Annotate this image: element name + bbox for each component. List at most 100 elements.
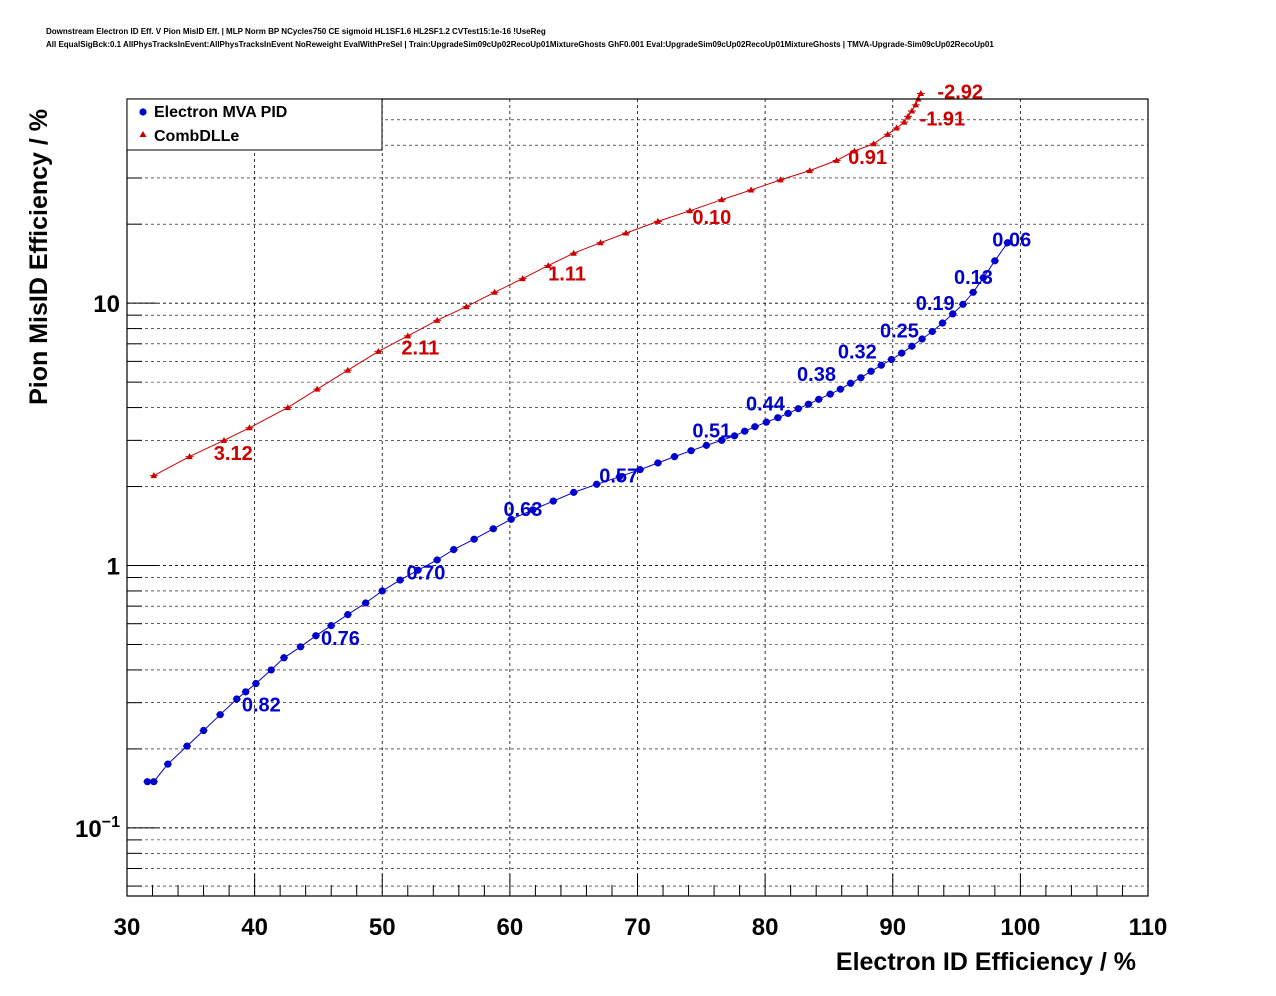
point-mva [150, 778, 158, 786]
point-mva [636, 466, 644, 474]
point-mva [857, 374, 865, 382]
point-mva [836, 385, 845, 393]
annotation-dll: -1.91 [920, 109, 966, 131]
point-mva [751, 423, 759, 431]
annotation-dll: 0.91 [848, 147, 887, 169]
point-mva [867, 367, 875, 375]
annotation-dll: -2.92 [937, 82, 983, 104]
annotation-mva: 0.82 [242, 695, 281, 717]
point-dll [718, 196, 725, 203]
x-tick-label: 50 [369, 914, 396, 941]
y-tick-label: 10−1 [75, 814, 120, 843]
point-mva [344, 611, 352, 619]
point-dll [597, 239, 604, 246]
x-tick-label: 110 [1129, 914, 1168, 941]
point-mva [327, 622, 335, 630]
point-dll [777, 176, 784, 183]
annotation-mva: 0.06 [992, 229, 1031, 251]
series [143, 89, 1012, 786]
point-mva [450, 545, 458, 554]
point-dll [686, 207, 694, 214]
point-mva [815, 395, 823, 403]
point-mva [687, 447, 695, 455]
point-dll [491, 288, 498, 295]
point-dll [570, 249, 577, 256]
point-dll [912, 101, 919, 108]
x-tick-label: 70 [624, 914, 651, 941]
annotation-mva: 0.44 [746, 394, 786, 416]
annotation-mva: 0.19 [916, 293, 955, 315]
point-mva [1004, 239, 1012, 247]
point-mva [794, 405, 802, 413]
point-mva [362, 599, 370, 607]
annotation-mva: 0.70 [406, 563, 445, 585]
point-mva [877, 361, 885, 369]
point-dll [833, 156, 840, 163]
point-mva [616, 473, 624, 481]
x-tick-label: 90 [879, 914, 906, 941]
point-mva [296, 643, 305, 651]
point-dll [908, 107, 916, 114]
x-axis-title: Electron ID Efficiency / % [836, 948, 1136, 976]
point-mva [433, 556, 441, 564]
point-mva [774, 414, 782, 422]
annotation-mva: 0.76 [321, 628, 360, 650]
point-mva [396, 576, 404, 584]
point-mva [470, 535, 478, 543]
header-line-1: Downstream Electron ID Eff. V Pion MisID… [46, 27, 546, 36]
annotation-dll: 1.11 [548, 263, 586, 285]
point-dll [375, 347, 382, 354]
point-mva [784, 409, 792, 418]
point-dll [851, 147, 858, 154]
point-dll [150, 472, 158, 479]
legend-marker-dll [139, 131, 147, 137]
point-dll [917, 89, 925, 96]
y-tick-label: 10 [93, 291, 120, 318]
point-mva [529, 506, 537, 514]
point-dll [870, 140, 877, 147]
annotation-mva: 0.63 [503, 499, 542, 521]
point-mva [702, 441, 711, 449]
point-dll [344, 366, 351, 373]
y-axis-title: Pion MisID Efficiency / % [25, 109, 53, 405]
point-mva [938, 319, 947, 327]
y-tick-label: 1 [107, 554, 120, 581]
point-mva [654, 459, 662, 467]
point-mva [280, 654, 288, 662]
point-mva [847, 379, 855, 387]
point-dll [901, 118, 908, 125]
point-dll [654, 217, 662, 224]
point-mva [570, 488, 578, 496]
point-dll [806, 167, 813, 174]
point-mva [252, 679, 260, 688]
annotations: 0.82 0.76 0.70 0.63 0.57 0.51 0.44 0.380.320.25… [214, 82, 1031, 717]
point-mva [718, 436, 726, 444]
point-mva [183, 742, 191, 750]
point-mva [670, 453, 679, 461]
point-mva [979, 274, 987, 282]
point-mva [549, 497, 557, 505]
point-dll [246, 424, 253, 431]
point-mva [312, 632, 320, 640]
point-mva [969, 288, 977, 296]
point-dll [622, 229, 630, 236]
point-mva [991, 257, 999, 265]
legend-marker-mva [139, 108, 147, 116]
point-mva [908, 342, 916, 350]
grid [127, 99, 1148, 896]
point-mva [489, 525, 497, 533]
point-dll [284, 404, 292, 411]
legend: Electron MVA PID CombDLLe [126, 98, 383, 151]
annotation-dll: 0.10 [692, 207, 731, 229]
annotation-mva: 0.57 [599, 466, 638, 488]
point-mva [216, 711, 224, 719]
x-tick-label: 80 [752, 914, 779, 941]
point-dll [313, 385, 321, 392]
point-dll [904, 112, 912, 119]
point-mva [949, 310, 957, 318]
point-dll [747, 186, 755, 193]
annotation-mva: 0.51 [692, 421, 731, 443]
annotation-dll: 2.11 [401, 338, 439, 360]
